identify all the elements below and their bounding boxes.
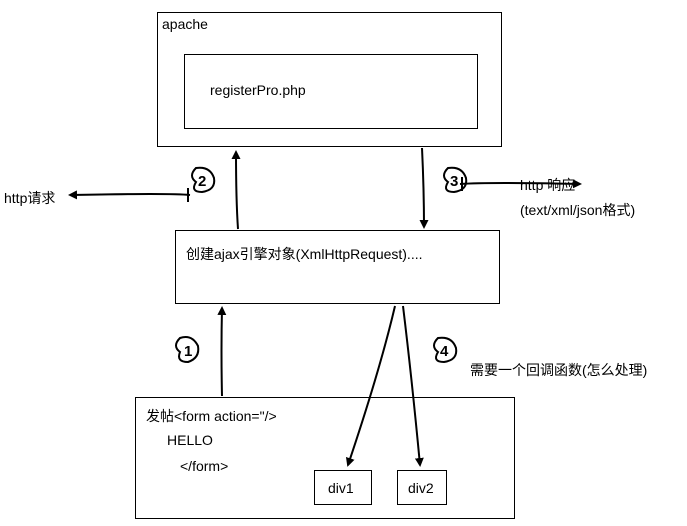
arrow-ajax-to-apache: [236, 152, 238, 229]
apache-label: apache: [162, 16, 208, 32]
ajax-engine-label: 创建ajax引擎对象(XmlHttpRequest)....: [186, 244, 423, 264]
div2-label: div2: [408, 480, 434, 496]
step-marker-2: 2: [192, 168, 214, 192]
step-marker-1: 1: [176, 337, 198, 362]
step-marker-3: 3: [444, 168, 466, 192]
form-hello-label: HELLO: [167, 432, 213, 448]
svg-text:2: 2: [198, 173, 206, 190]
form-open-label: 发帖<form action="/>: [146, 406, 277, 426]
arrow-form-to-ajax: [222, 308, 223, 396]
http-request-arrow: [70, 194, 190, 195]
ajax-engine-box: [175, 230, 500, 304]
register-pro-label: registerPro.php: [210, 82, 306, 98]
callback-label: 需要一个回调函数(怎么处理): [470, 360, 647, 380]
svg-text:1: 1: [184, 343, 192, 360]
svg-text:4: 4: [440, 343, 449, 360]
arrow-apache-to-ajax: [422, 148, 424, 227]
div1-label: div1: [328, 480, 354, 496]
http-format-label: (text/xml/json格式): [520, 200, 635, 220]
http-request-label: http请求: [4, 188, 55, 208]
svg-text:3: 3: [450, 173, 458, 190]
form-close-label: </form>: [180, 458, 228, 474]
step-marker-4: 4: [434, 338, 456, 362]
http-response-label: http 响应: [520, 175, 575, 195]
